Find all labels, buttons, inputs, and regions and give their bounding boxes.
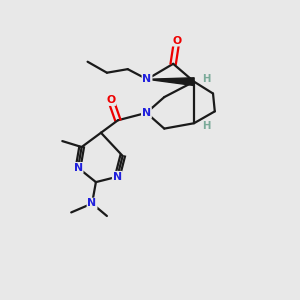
Text: O: O [106, 95, 115, 105]
Text: N: N [74, 163, 82, 173]
Text: N: N [88, 199, 97, 208]
Text: H: H [202, 74, 211, 84]
Text: N: N [142, 108, 151, 118]
Text: N: N [113, 172, 122, 182]
Text: N: N [142, 74, 152, 84]
Polygon shape [147, 78, 194, 86]
Text: H: H [202, 121, 211, 131]
Text: O: O [172, 36, 181, 46]
